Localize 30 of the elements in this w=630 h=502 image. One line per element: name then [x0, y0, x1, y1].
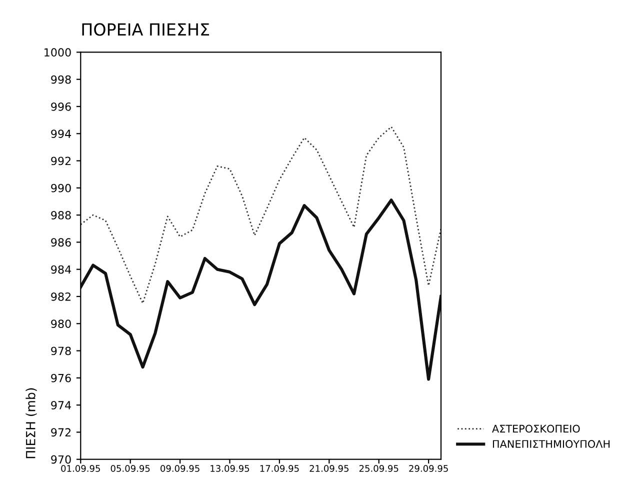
x-tick-label: 25.09.95: [359, 465, 398, 472]
y-tick-label: 980: [51, 320, 71, 328]
y-tick-label: 990: [51, 184, 71, 192]
y-tick-label: 986: [51, 238, 71, 247]
x-tick-label: 17.09.95: [260, 465, 299, 472]
y-tick-label: 996: [51, 102, 71, 111]
chart-title: ΠΟΡΕΙΑ ΠΙΕΣΗΣ: [82, 23, 209, 36]
y-tick-label: 972: [51, 428, 70, 437]
y-tick-label: 992: [51, 156, 70, 166]
x-tick-label: 09.09.95: [160, 465, 200, 472]
y-tick-label: 1000: [44, 48, 71, 57]
y-tick-label: 994: [51, 130, 71, 138]
y-tick-label: 982: [51, 292, 70, 301]
y-tick-label: 976: [51, 374, 71, 382]
legend-label: ΠΑΝΕΠΙΣΤΗΜΙΟΥΠΟΛΗ: [492, 440, 610, 448]
legend-label: ΑΣΤΕΡΟΣΚΟΠΕΙΟ: [492, 424, 580, 433]
y-tick-label: 988: [51, 211, 71, 220]
x-tick-label: 21.09.95: [310, 465, 348, 472]
y-tick-label: 984: [51, 265, 71, 274]
x-tick-label: 01.09.95: [61, 465, 100, 472]
line-series: [80, 126, 441, 304]
y-tick-label: 974: [51, 401, 71, 410]
x-tick-label: 05.09.95: [110, 465, 150, 472]
y-tick-label: 978: [51, 346, 71, 356]
line-series: [80, 198, 441, 381]
y-tick-label: 998: [51, 75, 71, 84]
x-tick-label: 13.09.95: [210, 465, 250, 472]
y-axis-title: ΠΙΕΣΗ (mb): [26, 388, 37, 458]
y-tick-label: 970: [51, 455, 71, 464]
x-tick-label: 29.09.95: [409, 465, 448, 472]
